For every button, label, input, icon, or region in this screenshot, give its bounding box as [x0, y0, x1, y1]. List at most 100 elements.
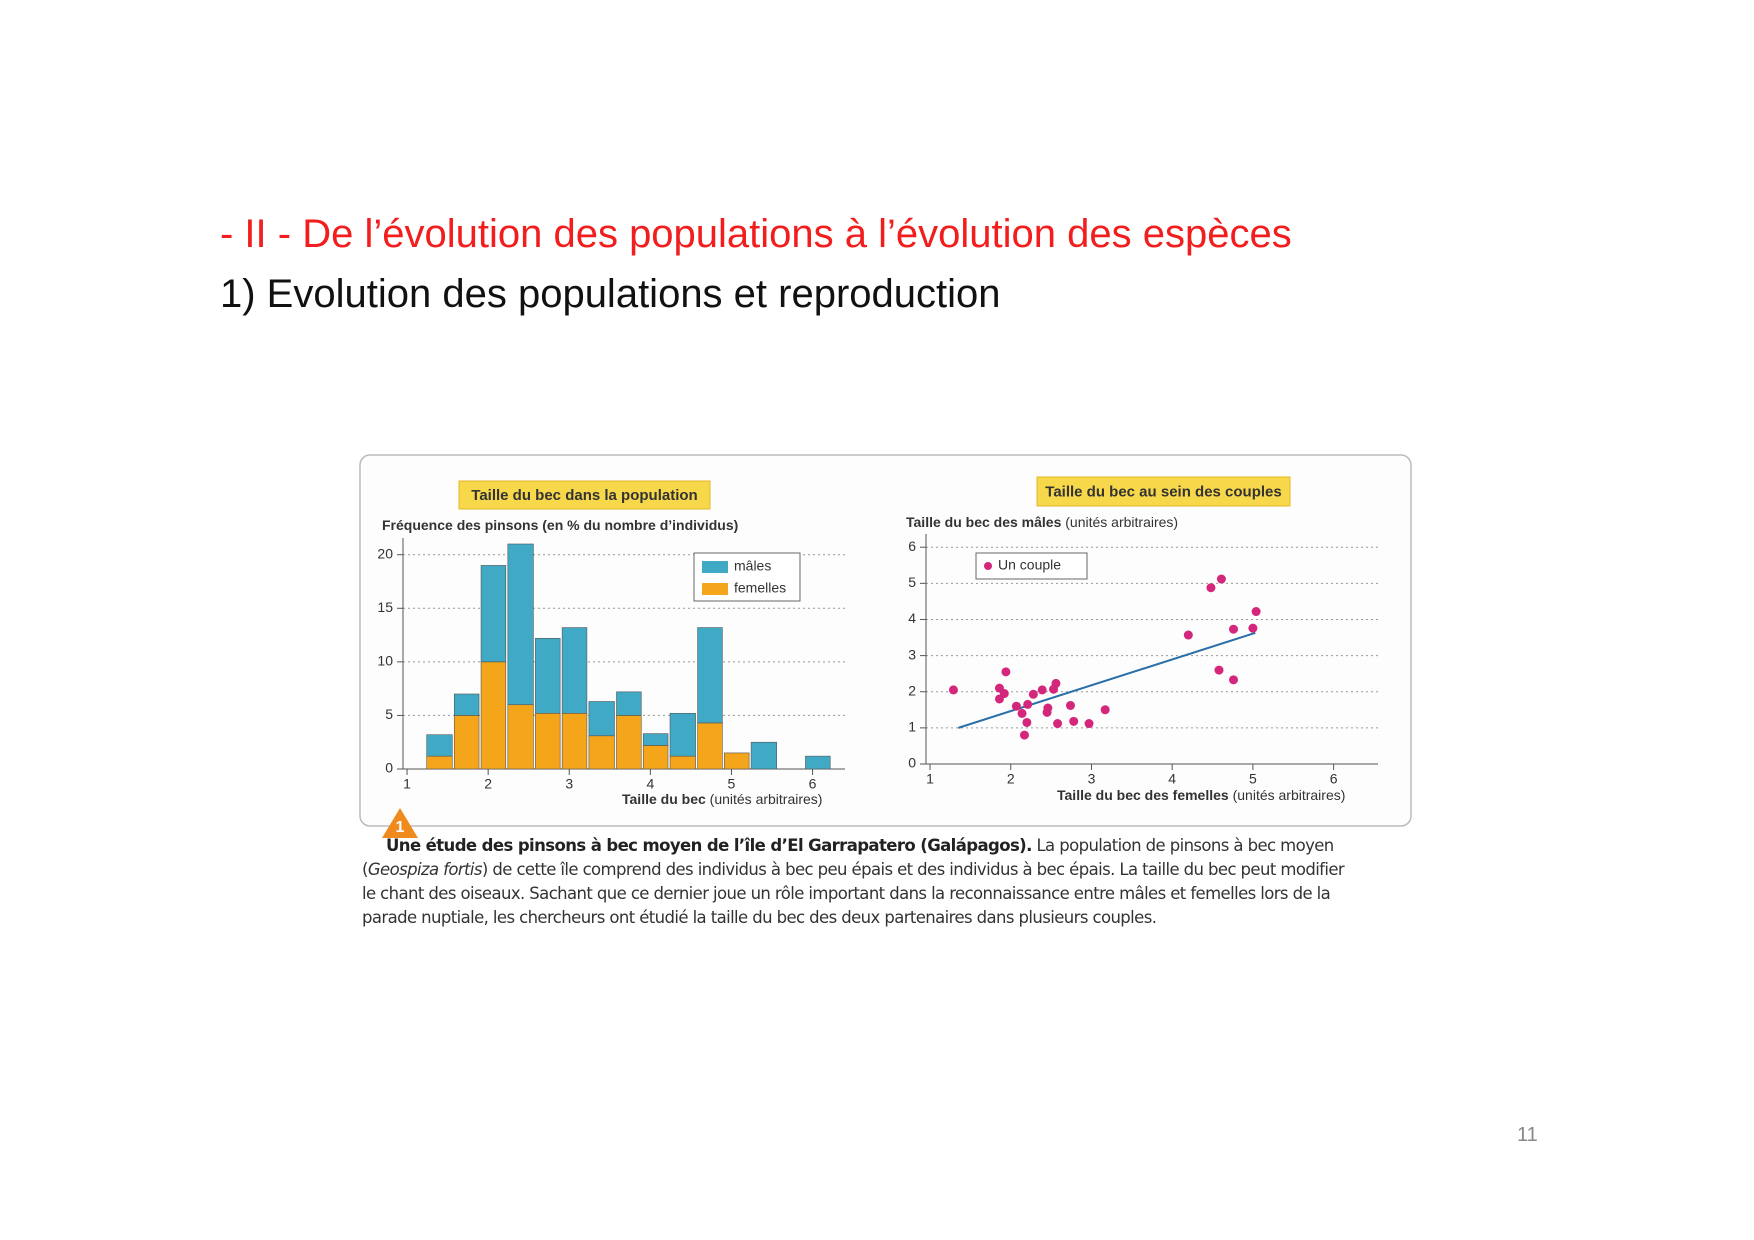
point [1019, 730, 1029, 740]
bar-segment [535, 712, 561, 770]
bar-segment [616, 715, 642, 770]
point [1183, 630, 1193, 640]
point [1017, 708, 1027, 718]
legend-box [975, 552, 1088, 580]
bar-segment [535, 637, 561, 714]
y-tick-label: 4 [908, 610, 916, 626]
bar-segment [724, 752, 750, 770]
bar-segment [453, 715, 480, 770]
legend-marker [984, 562, 992, 570]
bar-segment [697, 627, 723, 724]
y-tick-label: 10 [377, 653, 393, 669]
slide-subtitle: 1) Evolution des populations et reproduc… [220, 272, 1001, 316]
x-tick-label: 6 [1330, 771, 1338, 787]
bar-segment [805, 755, 831, 770]
bar-segment [561, 627, 588, 714]
point [1037, 685, 1047, 695]
point [948, 685, 958, 695]
point [1069, 716, 1079, 726]
y-axis-label: Taille du bec des mâles (unités arbitrai… [906, 514, 1178, 530]
bar-segment [588, 701, 615, 737]
bar-segment [642, 745, 669, 770]
y-tick-label: 20 [377, 545, 393, 561]
point [994, 694, 1004, 704]
caption-text: La population de pinsons à bec moyen ( [362, 836, 1334, 879]
point [1023, 699, 1033, 709]
slide-title: - II - De l’évolution des populations à … [220, 212, 1292, 256]
chart-title: Taille du bec au sein des couples [1045, 483, 1281, 500]
point [1248, 623, 1258, 633]
point [1022, 717, 1032, 727]
point [1084, 719, 1094, 729]
bar-segment [426, 734, 453, 757]
y-tick-label: 0 [908, 755, 916, 771]
x-tick-label: 4 [646, 776, 654, 792]
bar-segment [697, 722, 723, 770]
bar-segment [588, 735, 615, 770]
point [1229, 675, 1239, 685]
point [1028, 689, 1038, 699]
bar-segment [507, 704, 534, 770]
legend-label: femelles [734, 580, 786, 596]
y-tick-label: 5 [385, 706, 393, 722]
point [1206, 583, 1216, 593]
point [1229, 624, 1239, 634]
x-tick-label: 1 [926, 771, 934, 787]
x-tick-label: 5 [728, 776, 736, 792]
caption-title: Une étude des pinsons à bec moyen de l’î… [386, 836, 1032, 855]
caption: Une étude des pinsons à bec moyen de l’î… [362, 834, 1362, 930]
y-axis-label: Fréquence des pinsons (en % du nombre d’… [382, 517, 738, 533]
x-axis-label: Taille du bec (unités arbitraires) [622, 791, 822, 807]
page-number: 11 [1517, 1124, 1538, 1146]
point [1065, 700, 1075, 710]
x-axis-label: Taille du bec des femelles (unités arbit… [1057, 787, 1345, 803]
bar-segment [561, 712, 588, 770]
legend-label: Un couple [998, 557, 1061, 573]
point [1100, 705, 1110, 715]
point [1051, 678, 1061, 688]
y-tick-label: 1 [908, 719, 916, 735]
caption-number: 1 [396, 819, 405, 836]
point [1251, 607, 1261, 617]
bar-segment [669, 712, 696, 757]
bar-segment [669, 755, 696, 770]
y-tick-label: 15 [377, 599, 393, 615]
caption-icon [382, 808, 418, 838]
x-tick-label: 3 [1088, 771, 1096, 787]
bar-segment [507, 543, 534, 706]
x-axis-label-unit: (unités arbitraires) [1233, 787, 1346, 803]
x-axis-label: Taille du bec [622, 791, 706, 807]
point [1214, 665, 1224, 675]
point [1053, 719, 1063, 729]
caption-text: ) de cette île comprend des individus à … [362, 860, 1345, 927]
legend-swatch [702, 561, 728, 573]
x-tick-label: 1 [403, 776, 411, 792]
y-axis-label: Fréquence des pinsons (en % du nombre d’… [382, 517, 738, 533]
bar-segment [480, 565, 507, 663]
point [1011, 701, 1021, 711]
y-tick-label: 0 [385, 760, 393, 776]
x-tick-label: 5 [1249, 771, 1257, 787]
y-tick-label: 2 [908, 682, 916, 698]
legend-label: mâles [734, 558, 771, 574]
y-axis-label: Taille du bec des mâles [906, 514, 1062, 530]
chart-title: Taille du bec dans la population [471, 487, 697, 504]
y-tick-label: 5 [908, 574, 916, 590]
x-axis-label: Taille du bec des femelles [1057, 787, 1229, 803]
y-tick-label: 3 [908, 646, 916, 662]
bar-segment [750, 741, 777, 770]
point [1043, 703, 1053, 713]
y-axis-label-unit: (unités arbitraires) [1065, 514, 1178, 530]
bar-segment [453, 693, 480, 716]
x-tick-label: 2 [1007, 771, 1015, 787]
chart-title-box [1036, 476, 1291, 507]
x-tick-label: 4 [1168, 771, 1176, 787]
point [1216, 574, 1226, 584]
x-tick-label: 6 [809, 776, 817, 792]
y-tick-label: 6 [908, 538, 916, 554]
caption-species: Geospiza fortis [367, 860, 483, 879]
point [1001, 667, 1011, 677]
bar-segment [480, 661, 507, 770]
